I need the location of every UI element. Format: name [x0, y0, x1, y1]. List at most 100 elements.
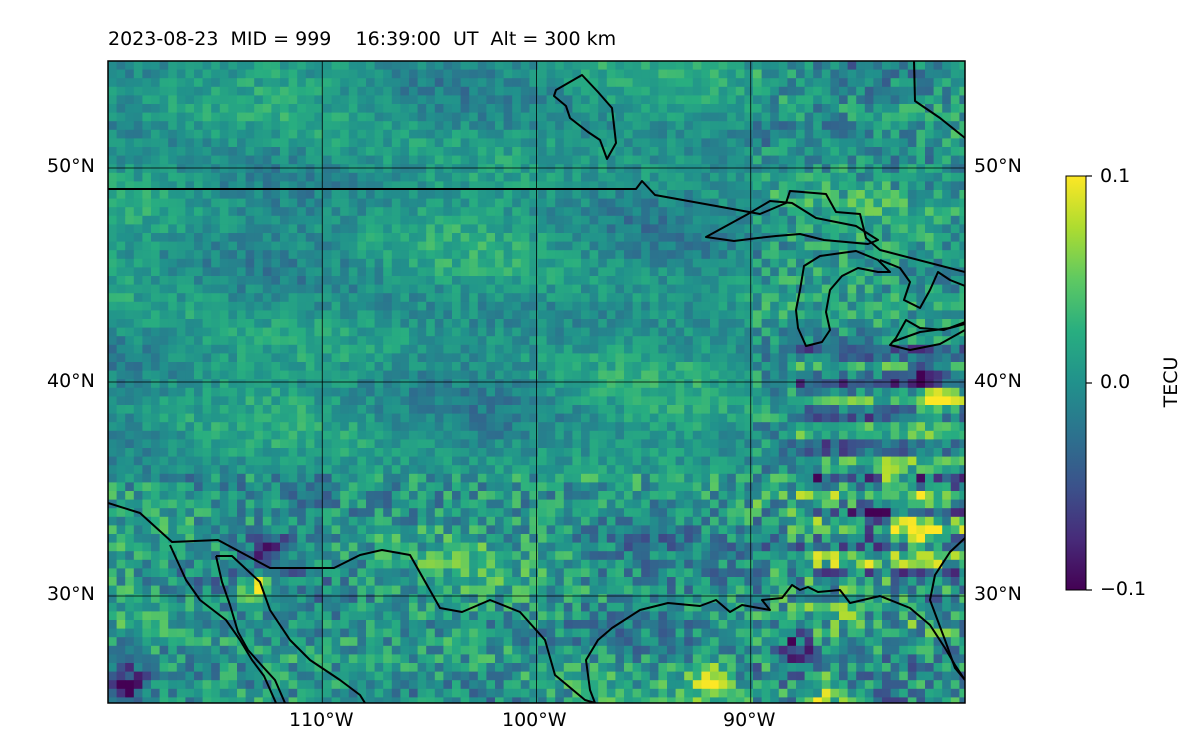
- heatmap-cell: [323, 362, 332, 371]
- heatmap-cell: [288, 336, 298, 346]
- heatmap-cell: [572, 121, 582, 131]
- heatmap-cell: [658, 121, 668, 131]
- heatmap-cell: [727, 112, 737, 122]
- heatmap-cell: [778, 112, 788, 122]
- heatmap-cell: [950, 387, 960, 397]
- heatmap-cell: [589, 379, 599, 389]
- heatmap-cell: [598, 190, 608, 199]
- heatmap-cell: [254, 241, 264, 251]
- heatmap-cell: [297, 319, 307, 328]
- heatmap-cell: [391, 258, 401, 268]
- heatmap-cell: [925, 336, 934, 346]
- heatmap-cell: [271, 233, 281, 242]
- heatmap-cell: [348, 207, 358, 217]
- heatmap-cell: [856, 327, 866, 337]
- heatmap-cell: [615, 147, 625, 156]
- heatmap-cell: [417, 147, 427, 156]
- heatmap-cell: [271, 155, 281, 165]
- heatmap-cell: [658, 319, 668, 328]
- heatmap-cell: [606, 370, 616, 380]
- heatmap-cell: [847, 147, 857, 156]
- heatmap-cell: [907, 387, 917, 397]
- heatmap-cell: [503, 456, 513, 466]
- heatmap-cell: [452, 456, 461, 466]
- heatmap-cell: [581, 353, 590, 363]
- heatmap-cell: [280, 112, 289, 122]
- heatmap-cell: [512, 353, 522, 363]
- heatmap-cell: [606, 387, 616, 397]
- heatmap-cell: [409, 362, 418, 371]
- heatmap-cell: [417, 267, 427, 277]
- heatmap-cell: [770, 69, 780, 79]
- heatmap-cell: [753, 69, 762, 79]
- heatmap-cell: [933, 215, 943, 225]
- heatmap-cell: [538, 301, 547, 311]
- heatmap-cell: [271, 301, 281, 311]
- heatmap-cell: [778, 456, 788, 466]
- heatmap-cell: [830, 301, 840, 311]
- heatmap-cell: [400, 405, 410, 414]
- heatmap-cell: [357, 164, 367, 174]
- heatmap-cell: [280, 241, 289, 251]
- heatmap-cell: [288, 473, 298, 483]
- heatmap-cell: [710, 448, 719, 457]
- heatmap-cell: [675, 155, 685, 165]
- heatmap-cell: [804, 172, 814, 182]
- heatmap-cell: [890, 61, 900, 70]
- heatmap-cell: [323, 396, 332, 406]
- heatmap-cell: [452, 327, 461, 337]
- heatmap-cell: [245, 362, 255, 371]
- heatmap-cell: [357, 155, 367, 165]
- heatmap-cell: [434, 439, 444, 449]
- heatmap-cell: [495, 250, 504, 260]
- heatmap-cell: [409, 387, 418, 397]
- heatmap-cell: [950, 396, 960, 406]
- heatmap-cell: [933, 310, 943, 320]
- heatmap-cell: [581, 250, 590, 260]
- heatmap-cell: [770, 190, 780, 199]
- heatmap-cell: [925, 327, 934, 337]
- heatmap-cell: [340, 465, 350, 475]
- heatmap-cell: [237, 284, 246, 294]
- heatmap-cell: [890, 370, 900, 380]
- heatmap-cell: [546, 224, 556, 234]
- heatmap-cell: [925, 301, 934, 311]
- heatmap-cell: [632, 379, 642, 389]
- heatmap-cell: [194, 172, 203, 182]
- heatmap-cell: [839, 362, 848, 371]
- heatmap-cell: [366, 250, 375, 260]
- heatmap-cell: [632, 473, 642, 483]
- heatmap-cell: [228, 190, 238, 199]
- heatmap-cell: [563, 129, 573, 139]
- heatmap-cell: [228, 319, 238, 328]
- heatmap-cell: [598, 241, 608, 251]
- heatmap-cell: [409, 224, 418, 234]
- heatmap-cell: [194, 164, 203, 174]
- heatmap-cell: [856, 121, 866, 131]
- heatmap-cell: [529, 336, 539, 346]
- heatmap-cell: [624, 198, 633, 208]
- heatmap-cell: [211, 86, 221, 96]
- heatmap-cell: [615, 379, 625, 389]
- heatmap-cell: [280, 224, 289, 234]
- heatmap-cell: [641, 353, 651, 363]
- heatmap-cell: [512, 207, 522, 217]
- heatmap-cell: [641, 138, 651, 148]
- heatmap-cell: [555, 422, 565, 432]
- heatmap-cell: [202, 241, 212, 251]
- heatmap-cell: [305, 362, 315, 371]
- heatmap-cell: [667, 190, 676, 199]
- heatmap-cell: [323, 207, 332, 217]
- heatmap-cell: [108, 190, 117, 199]
- heatmap-cell: [254, 379, 264, 389]
- heatmap-cell: [168, 413, 178, 423]
- heatmap-cell: [615, 207, 625, 217]
- heatmap-cell: [959, 198, 965, 208]
- heatmap-cell: [409, 336, 418, 346]
- heatmap-cell: [391, 301, 401, 311]
- heatmap-cell: [882, 164, 891, 174]
- heatmap-cell: [133, 86, 143, 96]
- heatmap-cell: [495, 224, 504, 234]
- heatmap-cell: [529, 241, 539, 251]
- heatmap-cell: [907, 430, 917, 440]
